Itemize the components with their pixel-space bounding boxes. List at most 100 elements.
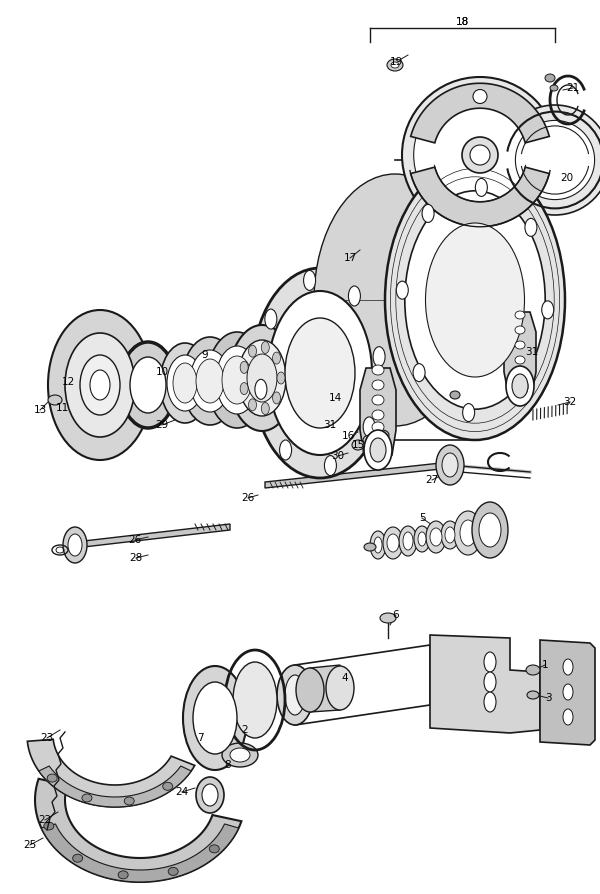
Ellipse shape <box>403 532 413 550</box>
Ellipse shape <box>383 527 403 559</box>
Ellipse shape <box>372 395 384 405</box>
Polygon shape <box>504 312 536 402</box>
Ellipse shape <box>550 85 558 91</box>
Polygon shape <box>39 766 191 807</box>
Ellipse shape <box>372 365 384 375</box>
Polygon shape <box>75 524 230 548</box>
Ellipse shape <box>82 794 92 802</box>
Ellipse shape <box>422 205 434 223</box>
Ellipse shape <box>268 291 372 455</box>
Text: 18: 18 <box>455 17 469 27</box>
Text: 14: 14 <box>328 393 341 403</box>
Ellipse shape <box>304 270 316 291</box>
Ellipse shape <box>233 662 277 738</box>
Ellipse shape <box>563 684 573 700</box>
Ellipse shape <box>463 403 475 422</box>
Ellipse shape <box>402 77 558 233</box>
Ellipse shape <box>349 286 361 306</box>
Ellipse shape <box>193 682 237 754</box>
Ellipse shape <box>190 350 230 412</box>
Ellipse shape <box>173 363 197 403</box>
Ellipse shape <box>48 395 62 405</box>
Text: 10: 10 <box>155 367 169 377</box>
Ellipse shape <box>454 511 482 555</box>
Ellipse shape <box>525 218 537 236</box>
Ellipse shape <box>484 672 496 692</box>
Ellipse shape <box>247 354 277 402</box>
Ellipse shape <box>387 59 403 71</box>
Text: 4: 4 <box>341 673 349 683</box>
Ellipse shape <box>216 346 258 414</box>
Ellipse shape <box>373 347 385 367</box>
Ellipse shape <box>80 355 120 415</box>
Ellipse shape <box>516 377 528 395</box>
Ellipse shape <box>418 532 426 546</box>
Ellipse shape <box>182 337 238 425</box>
Ellipse shape <box>248 345 257 358</box>
Ellipse shape <box>414 526 430 552</box>
Text: 28: 28 <box>130 553 143 563</box>
Ellipse shape <box>425 223 524 377</box>
Text: 25: 25 <box>23 840 37 850</box>
Ellipse shape <box>413 364 425 382</box>
Ellipse shape <box>252 268 388 478</box>
Ellipse shape <box>272 392 281 404</box>
Ellipse shape <box>222 356 252 404</box>
Text: 5: 5 <box>419 513 425 523</box>
Text: 17: 17 <box>343 253 356 263</box>
Ellipse shape <box>374 537 382 553</box>
Text: 29: 29 <box>155 420 169 430</box>
Ellipse shape <box>399 526 417 556</box>
Ellipse shape <box>285 318 355 428</box>
Ellipse shape <box>387 534 399 552</box>
Ellipse shape <box>222 743 258 767</box>
Ellipse shape <box>460 520 476 546</box>
Ellipse shape <box>118 871 128 879</box>
Ellipse shape <box>261 402 269 415</box>
Ellipse shape <box>326 666 354 710</box>
Text: 30: 30 <box>331 451 344 461</box>
Ellipse shape <box>515 311 525 319</box>
Ellipse shape <box>277 665 313 725</box>
Ellipse shape <box>526 665 540 675</box>
Ellipse shape <box>207 332 267 428</box>
Text: 16: 16 <box>341 431 355 441</box>
Ellipse shape <box>240 361 248 374</box>
Ellipse shape <box>380 613 396 623</box>
Ellipse shape <box>48 310 152 460</box>
Ellipse shape <box>385 160 565 440</box>
Text: 3: 3 <box>545 693 551 703</box>
Text: 15: 15 <box>352 440 365 450</box>
Text: 13: 13 <box>34 405 47 415</box>
Ellipse shape <box>515 326 525 334</box>
Ellipse shape <box>436 445 464 485</box>
Text: 8: 8 <box>224 760 232 770</box>
Ellipse shape <box>255 379 267 400</box>
Ellipse shape <box>196 777 224 813</box>
Ellipse shape <box>563 709 573 725</box>
Polygon shape <box>41 824 239 882</box>
Ellipse shape <box>277 372 285 384</box>
Polygon shape <box>410 83 550 143</box>
Ellipse shape <box>500 105 600 215</box>
Ellipse shape <box>314 174 476 426</box>
Polygon shape <box>310 665 340 712</box>
Ellipse shape <box>183 666 247 770</box>
Ellipse shape <box>430 528 442 546</box>
Ellipse shape <box>261 342 269 353</box>
Ellipse shape <box>370 531 386 559</box>
Ellipse shape <box>363 417 375 437</box>
Ellipse shape <box>515 341 525 349</box>
Text: 11: 11 <box>55 403 68 413</box>
Ellipse shape <box>450 391 460 399</box>
Ellipse shape <box>163 782 173 790</box>
Ellipse shape <box>47 774 57 782</box>
Ellipse shape <box>515 356 525 364</box>
Ellipse shape <box>240 383 248 394</box>
Ellipse shape <box>296 668 324 712</box>
Ellipse shape <box>396 281 408 299</box>
Ellipse shape <box>68 534 82 556</box>
Ellipse shape <box>542 301 554 319</box>
Ellipse shape <box>120 342 176 428</box>
Ellipse shape <box>442 453 458 477</box>
